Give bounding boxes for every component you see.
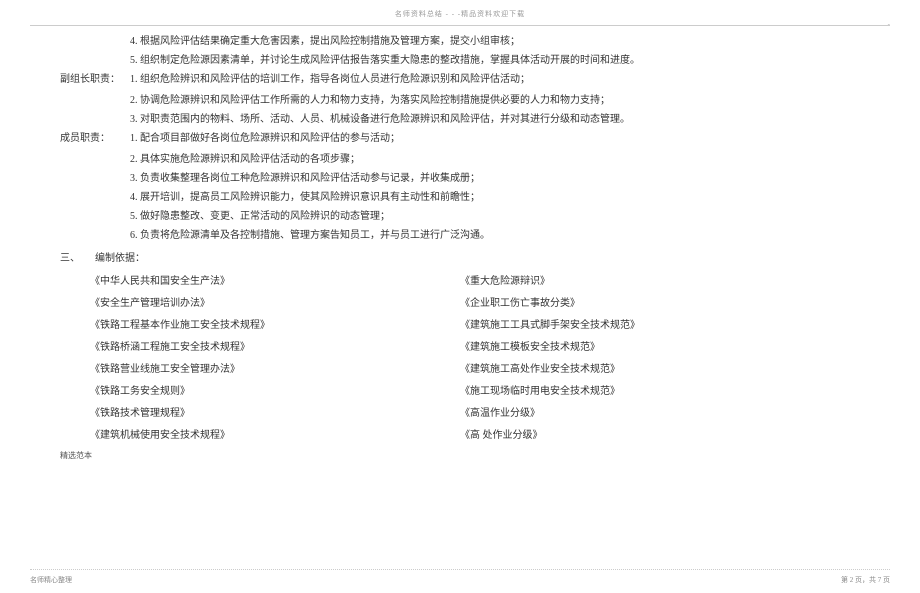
section-three-title: 三、 编制依据： — [60, 249, 880, 268]
ref-left-7: 《铁路技术管理规程》 — [90, 404, 460, 423]
ref-row-3: 《铁路工程基本作业施工安全技术规程》 《建筑施工工具式脚手架安全技术规范》 — [60, 316, 880, 335]
vice-leader-duty-2: 2. 协调危险源辨识和风险评估工作所需的人力和物力支持，为落实风险控制措施提供必… — [60, 91, 880, 110]
ref-row-6: 《铁路工务安全规则》 《施工现场临时用电安全技术规范》 — [60, 382, 880, 401]
vice-leader-row: 副组长职责： 1. 组织危险辨识和风险评估的培训工作，指导各岗位人员进行危险源识… — [60, 70, 880, 89]
ref-left-5: 《铁路营业线施工安全管理办法》 — [90, 360, 460, 379]
ref-right-8: 《高 处作业分级》 — [460, 426, 880, 445]
ref-right-4: 《建筑施工模板安全技术规范》 — [460, 338, 880, 357]
member-duty-1: 1. 配合项目部做好各岗位危险源辨识和风险评估的参与活动； — [130, 129, 880, 148]
footer-left: 名师精心整理 — [30, 574, 72, 587]
ref-left-8: 《建筑机械使用安全技术规程》 — [90, 426, 460, 445]
leader-duty-4: 4. 根据风险评估结果确定重大危害因素，提出风险控制措施及管理方案，提交小组审核… — [60, 32, 880, 51]
vice-leader-label: 副组长职责： — [60, 70, 130, 89]
ref-right-2: 《企业职工伤亡事故分类》 — [460, 294, 880, 313]
member-duty-3: 3. 负责收集整理各岗位工种危险源辨识和风险评估活动参与记录，并收集成册； — [60, 169, 880, 188]
ref-row-5: 《铁路营业线施工安全管理办法》 《建筑施工高处作业安全技术规范》 — [60, 360, 880, 379]
corner-mark: - — [888, 18, 890, 31]
ref-left-3: 《铁路工程基本作业施工安全技术规程》 — [90, 316, 460, 335]
member-row: 成员职责： 1. 配合项目部做好各岗位危险源辨识和风险评估的参与活动； — [60, 129, 880, 148]
ref-left-2: 《安全生产管理培训办法》 — [90, 294, 460, 313]
member-duty-4: 4. 展开培训，提高员工风险辨识能力，使其风险辨识意识具有主动性和前瞻性； — [60, 188, 880, 207]
ref-right-5: 《建筑施工高处作业安全技术规范》 — [460, 360, 880, 379]
leader-duty-5: 5. 组织制定危险源因素清单，并讨论生成风险评估报告落实重大隐患的整改措施，掌握… — [60, 51, 880, 70]
ref-row-8: 《建筑机械使用安全技术规程》 《高 处作业分级》 — [60, 426, 880, 445]
main-content: 4. 根据风险评估结果确定重大危害因素，提出风险控制措施及管理方案，提交小组审核… — [30, 32, 890, 463]
ref-right-3: 《建筑施工工具式脚手架安全技术规范》 — [460, 316, 880, 335]
ref-row-7: 《铁路技术管理规程》 《高温作业分级》 — [60, 404, 880, 423]
ref-right-6: 《施工现场临时用电安全技术规范》 — [460, 382, 880, 401]
ref-row-2: 《安全生产管理培训办法》 《企业职工伤亡事故分类》 — [60, 294, 880, 313]
top-rule — [30, 25, 890, 26]
ref-right-7: 《高温作业分级》 — [460, 404, 880, 423]
top-header: 名师资料总结 - - -精品资料欢迎下载 — [30, 8, 890, 21]
member-label: 成员职责： — [60, 129, 130, 148]
page-footer: 名师精心整理 第 2 页，共 7 页 — [30, 569, 890, 587]
ref-right-1: 《重大危险源辩识》 — [460, 272, 880, 291]
member-duty-5: 5. 做好隐患整改、变更、正常活动的风险辨识的动态管理； — [60, 207, 880, 226]
footer-right: 第 2 页，共 7 页 — [841, 574, 890, 587]
ref-left-6: 《铁路工务安全规则》 — [90, 382, 460, 401]
vice-leader-duty-3: 3. 对职责范围内的物料、场所、活动、人员、机械设备进行危险源辨识和风险评估，并… — [60, 110, 880, 129]
ref-row-4: 《铁路桥涵工程施工安全技术规程》 《建筑施工模板安全技术规范》 — [60, 338, 880, 357]
ref-row-1: 《中华人民共和国安全生产法》 《重大危险源辩识》 — [60, 272, 880, 291]
ref-left-4: 《铁路桥涵工程施工安全技术规程》 — [90, 338, 460, 357]
vice-leader-duty-1: 1. 组织危险辨识和风险评估的培训工作，指导各岗位人员进行危险源识别和风险评估活… — [130, 70, 880, 89]
ref-left-1: 《中华人民共和国安全生产法》 — [90, 272, 460, 291]
member-duty-6: 6. 负责将危险源清单及各控制措施、管理方案告知员工，并与员工进行广泛沟通。 — [60, 226, 880, 245]
small-note: 精选范本 — [60, 448, 880, 463]
member-duty-2: 2. 具体实施危险源辨识和风险评估活动的各项步骤； — [60, 150, 880, 169]
